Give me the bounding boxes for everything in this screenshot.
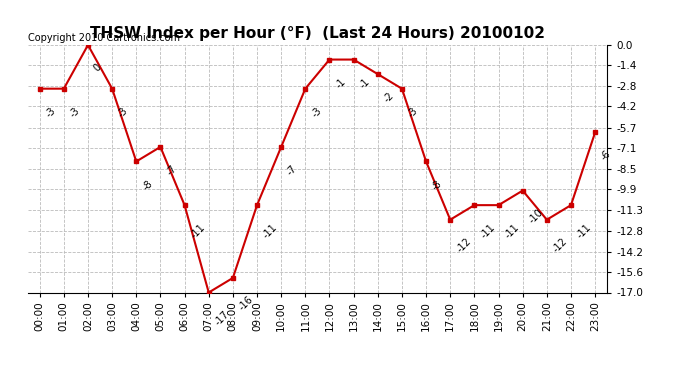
Text: -2: -2 bbox=[382, 91, 396, 105]
Text: -7: -7 bbox=[286, 164, 299, 177]
Text: -11: -11 bbox=[503, 222, 521, 240]
Title: THSW Index per Hour (°F)  (Last 24 Hours) 20100102: THSW Index per Hour (°F) (Last 24 Hours)… bbox=[90, 26, 545, 41]
Text: -11: -11 bbox=[479, 222, 497, 240]
Text: -3: -3 bbox=[117, 105, 130, 119]
Text: -3: -3 bbox=[44, 105, 58, 119]
Text: -10: -10 bbox=[527, 207, 545, 225]
Text: -11: -11 bbox=[262, 222, 279, 240]
Text: -11: -11 bbox=[189, 222, 207, 240]
Text: -8: -8 bbox=[431, 178, 444, 192]
Text: -6: -6 bbox=[600, 149, 613, 163]
Text: -1: -1 bbox=[358, 76, 372, 90]
Text: -3: -3 bbox=[310, 105, 324, 119]
Text: -8: -8 bbox=[141, 178, 155, 192]
Text: -3: -3 bbox=[406, 105, 420, 119]
Text: -12: -12 bbox=[551, 236, 569, 255]
Text: 0: 0 bbox=[92, 62, 104, 73]
Text: -7: -7 bbox=[165, 164, 179, 177]
Text: -16: -16 bbox=[237, 295, 255, 313]
Text: -12: -12 bbox=[455, 236, 473, 255]
Text: -17: -17 bbox=[213, 309, 231, 327]
Text: -11: -11 bbox=[575, 222, 593, 240]
Text: -3: -3 bbox=[68, 105, 82, 119]
Text: Copyright 2010 Cartronics.com: Copyright 2010 Cartronics.com bbox=[28, 33, 179, 42]
Text: -1: -1 bbox=[334, 76, 348, 90]
